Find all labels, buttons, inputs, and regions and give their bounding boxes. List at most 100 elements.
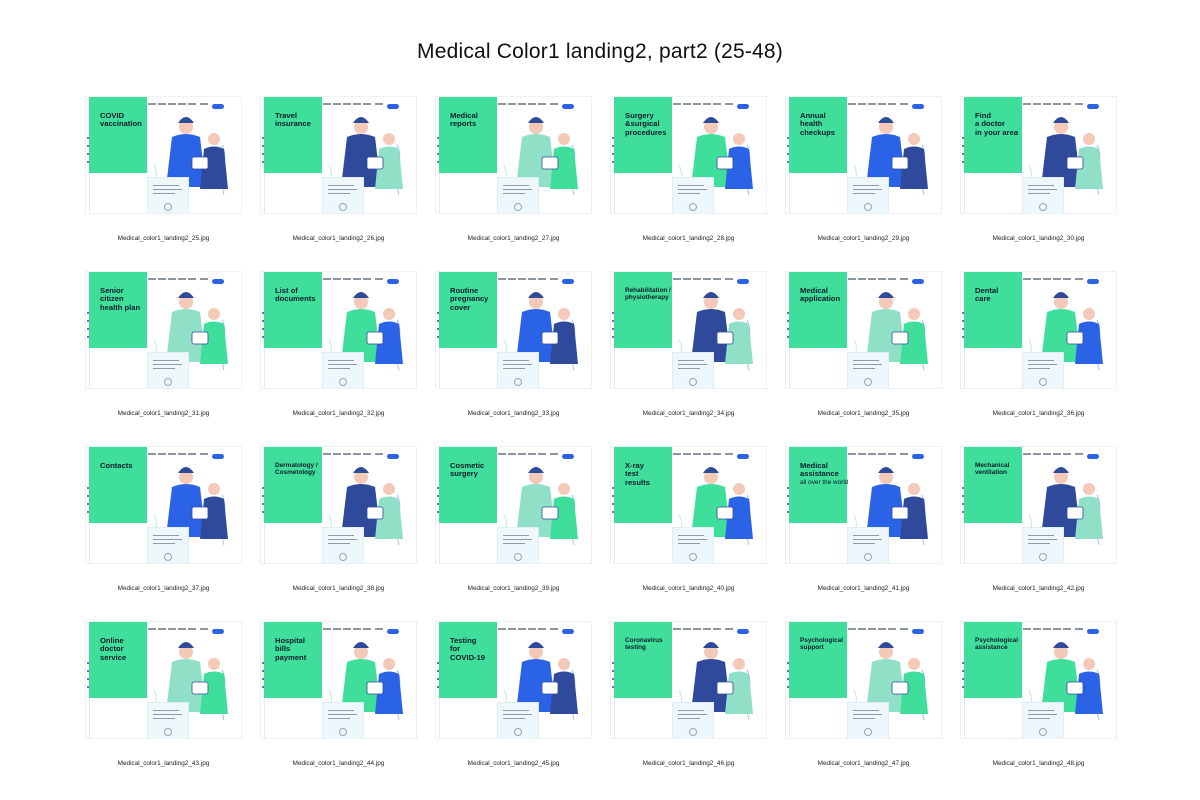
sidebar-dot[interactable] (611, 662, 614, 664)
nav-link[interactable] (693, 453, 701, 455)
nav-link[interactable] (178, 278, 186, 280)
nav-link[interactable] (550, 278, 558, 280)
nav-link[interactable] (538, 628, 546, 630)
thumbnail-cell[interactable]: Annual health checkups Medical_color1_la… (786, 97, 941, 257)
nav-link[interactable] (858, 628, 866, 630)
nav-link[interactable] (508, 628, 516, 630)
nav-link[interactable] (323, 278, 331, 280)
sidebar-dot[interactable] (436, 686, 439, 688)
nav-link[interactable] (858, 278, 866, 280)
nav-link[interactable] (528, 628, 536, 630)
sidebar-dot[interactable] (86, 662, 89, 664)
nav-button[interactable] (737, 454, 749, 459)
sidebar-dot[interactable] (786, 686, 789, 688)
sidebar-dot[interactable] (436, 312, 439, 314)
sidebar-dot[interactable] (611, 678, 614, 680)
sidebar-dot[interactable] (786, 145, 789, 147)
sidebar-dot[interactable] (961, 336, 964, 338)
nav-link[interactable] (168, 103, 176, 105)
nav-link[interactable] (148, 278, 156, 280)
nav-link[interactable] (1053, 453, 1061, 455)
sidebar-dot[interactable] (611, 320, 614, 322)
nav-link[interactable] (333, 628, 341, 630)
landing-thumbnail[interactable]: Travel insurance (261, 97, 416, 213)
thumbnail-cell[interactable]: Medical assistance all over the world Med… (786, 447, 941, 607)
nav-link[interactable] (323, 453, 331, 455)
nav-link[interactable] (703, 278, 711, 280)
nav-link[interactable] (683, 103, 691, 105)
nav-link[interactable] (528, 278, 536, 280)
landing-thumbnail[interactable]: Cosmetic surgery (436, 447, 591, 563)
sidebar-dot[interactable] (261, 511, 264, 513)
nav-link[interactable] (888, 628, 896, 630)
sidebar-dot[interactable] (261, 495, 264, 497)
sidebar-dot[interactable] (436, 161, 439, 163)
sidebar-dot[interactable] (786, 153, 789, 155)
landing-thumbnail[interactable]: Testing for COVID-19 (436, 622, 591, 738)
nav-link[interactable] (1075, 278, 1083, 280)
nav-button[interactable] (212, 104, 224, 109)
sidebar-dot[interactable] (261, 320, 264, 322)
nav-link[interactable] (200, 453, 208, 455)
sidebar-dot[interactable] (961, 161, 964, 163)
thumbnail-cell[interactable]: Mechanical ventilation Medical_color1_la… (961, 447, 1116, 607)
thumbnail-cell[interactable]: Dermatology / Cosmetology Medical_color1… (261, 447, 416, 607)
thumbnail-cell[interactable]: Testing for COVID-19 Medical_color1_land… (436, 622, 591, 782)
nav-link[interactable] (375, 453, 383, 455)
nav-link[interactable] (343, 453, 351, 455)
nav-link[interactable] (1043, 103, 1051, 105)
nav-link[interactable] (725, 453, 733, 455)
sidebar-dot[interactable] (786, 312, 789, 314)
nav-link[interactable] (148, 453, 156, 455)
sidebar-dot[interactable] (436, 678, 439, 680)
sidebar-dot[interactable] (436, 670, 439, 672)
nav-link[interactable] (868, 103, 876, 105)
sidebar-dot[interactable] (611, 670, 614, 672)
nav-link[interactable] (1075, 453, 1083, 455)
nav-link[interactable] (1043, 453, 1051, 455)
nav-link[interactable] (1053, 103, 1061, 105)
nav-link[interactable] (538, 453, 546, 455)
sidebar-dot[interactable] (436, 145, 439, 147)
sidebar-dot[interactable] (261, 487, 264, 489)
sidebar-dot[interactable] (86, 495, 89, 497)
nav-button[interactable] (387, 629, 399, 634)
thumbnail-cell[interactable]: Coronavirus testing Medical_color1_landi… (611, 622, 766, 782)
nav-link[interactable] (518, 628, 526, 630)
nav-link[interactable] (1033, 628, 1041, 630)
sidebar-dot[interactable] (786, 495, 789, 497)
nav-link[interactable] (178, 453, 186, 455)
nav-link[interactable] (200, 278, 208, 280)
landing-thumbnail[interactable]: Routine pregnancy cover (436, 272, 591, 388)
sidebar-dot[interactable] (961, 662, 964, 664)
thumbnail-cell[interactable]: Surgery &surgical procedures Medical_col… (611, 97, 766, 257)
sidebar-dot[interactable] (86, 161, 89, 163)
nav-link[interactable] (693, 278, 701, 280)
thumbnail-cell[interactable]: Travel insurance Medical_color1_landing2… (261, 97, 416, 257)
sidebar-dot[interactable] (786, 336, 789, 338)
nav-link[interactable] (343, 628, 351, 630)
nav-link[interactable] (158, 103, 166, 105)
nav-link[interactable] (333, 278, 341, 280)
thumbnail-cell[interactable]: Medical application Medical_color1_landi… (786, 272, 941, 432)
sidebar-dot[interactable] (86, 312, 89, 314)
nav-link[interactable] (1033, 278, 1041, 280)
nav-link[interactable] (858, 103, 866, 105)
nav-link[interactable] (848, 278, 856, 280)
nav-link[interactable] (508, 103, 516, 105)
nav-link[interactable] (900, 628, 908, 630)
nav-link[interactable] (848, 628, 856, 630)
nav-link[interactable] (673, 453, 681, 455)
sidebar-dot[interactable] (786, 137, 789, 139)
sidebar-dot[interactable] (611, 686, 614, 688)
nav-button[interactable] (212, 454, 224, 459)
nav-link[interactable] (363, 628, 371, 630)
sidebar-dot[interactable] (86, 686, 89, 688)
nav-link[interactable] (713, 103, 721, 105)
nav-link[interactable] (528, 453, 536, 455)
landing-thumbnail[interactable]: Mechanical ventilation (961, 447, 1116, 563)
thumbnail-cell[interactable]: Contacts Medical_color1_landing2_37.jpg (86, 447, 241, 607)
thumbnail-cell[interactable]: Rehabilitation / physiotherapy Medical_c… (611, 272, 766, 432)
nav-link[interactable] (323, 628, 331, 630)
sidebar-dot[interactable] (261, 670, 264, 672)
